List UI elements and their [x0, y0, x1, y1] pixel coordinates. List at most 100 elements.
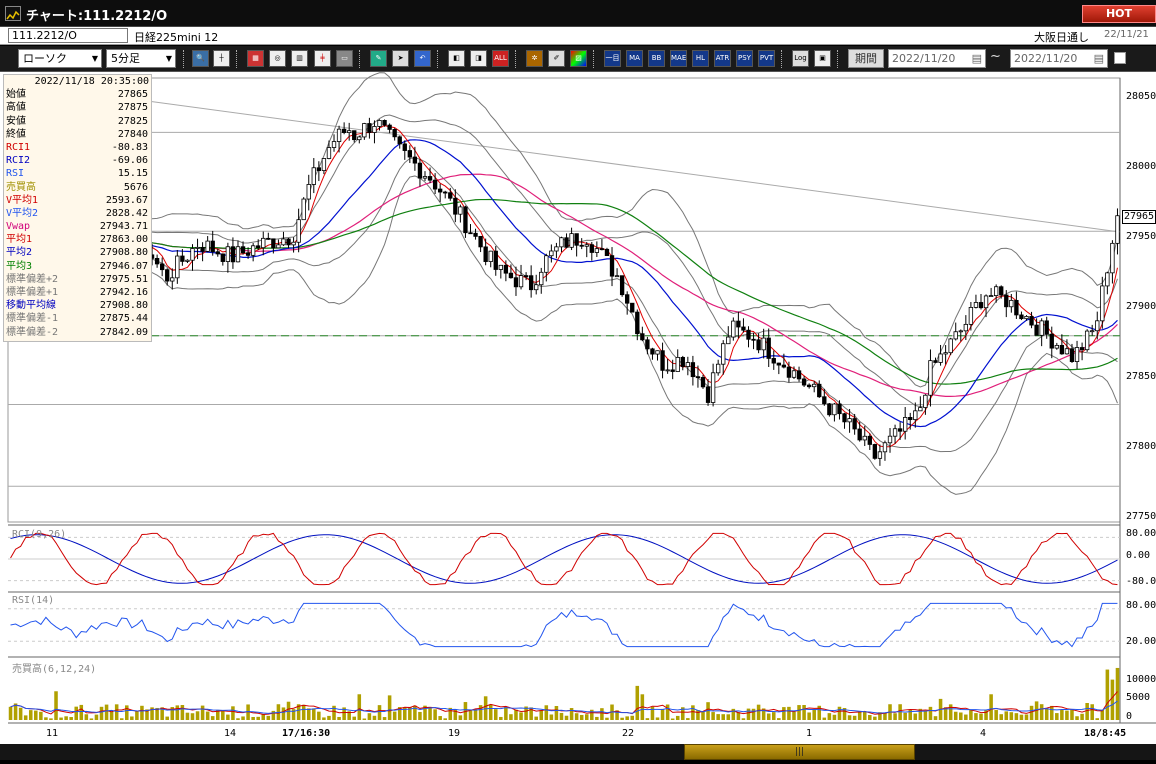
- chart-left-icon[interactable]: ◧: [448, 50, 465, 67]
- toolbar-separator: [437, 50, 440, 68]
- zoom-icon[interactable]: 🔍: [192, 50, 209, 67]
- volume-bar: [883, 712, 887, 720]
- volume-bar: [185, 712, 190, 720]
- volume-bar: [994, 710, 998, 720]
- volume-bar: [322, 717, 326, 720]
- volume-bar: [1024, 714, 1029, 720]
- candle-body: [832, 403, 837, 416]
- candle-body: [812, 383, 817, 388]
- tool-icon[interactable]: ✐: [548, 50, 565, 67]
- candle-body: [746, 329, 751, 340]
- all-button[interactable]: ALL: [492, 50, 509, 67]
- candle-body: [473, 232, 478, 237]
- chart-svg[interactable]: [0, 72, 1156, 760]
- data-row-label: 安値: [6, 115, 26, 127]
- symbol-field[interactable]: 111.2212/O: [8, 28, 128, 43]
- volume-tick: 5000: [1126, 692, 1151, 703]
- pvt-button[interactable]: PVT: [758, 50, 775, 67]
- volume-bar: [933, 716, 938, 720]
- data-row-value: 27942.16: [99, 287, 148, 299]
- volume-bar: [857, 711, 862, 720]
- volume-bar: [766, 713, 771, 720]
- candle-body: [988, 295, 994, 297]
- chart-scrollbar[interactable]: [0, 744, 1156, 760]
- calendar-icon[interactable]: ▤: [971, 52, 982, 65]
- hot-button[interactable]: HOT: [1082, 5, 1156, 23]
- ichimoku-icon[interactable]: 一目: [604, 50, 621, 67]
- volume-bar: [428, 706, 432, 720]
- chart-area[interactable]: [0, 72, 1156, 760]
- scrollbar-thumb[interactable]: |||: [684, 744, 915, 760]
- volume-bar: [812, 709, 816, 720]
- psy-button[interactable]: PSY: [736, 50, 753, 67]
- volume-bar: [478, 705, 483, 720]
- pencil-icon[interactable]: ✎: [370, 50, 387, 67]
- data-row: Vwap 27943.71: [6, 220, 149, 233]
- bar-chart-icon[interactable]: ▥: [291, 50, 308, 67]
- calendar-icon[interactable]: ▤: [1093, 52, 1104, 65]
- volume-bar: [306, 708, 311, 720]
- settings-icon[interactable]: ✲: [526, 50, 543, 67]
- date-to-field[interactable]: 2022/11/20 ▤: [1010, 49, 1108, 68]
- candle-body: [205, 240, 210, 252]
- ma-button[interactable]: MA: [626, 50, 643, 67]
- candle-body: [539, 271, 544, 286]
- volume-bar: [160, 707, 164, 720]
- data-row: 平均2 27908.80: [6, 246, 149, 259]
- export-icon[interactable]: ▣: [814, 50, 831, 67]
- atr-button[interactable]: ATR: [714, 50, 731, 67]
- period-button[interactable]: 期間: [848, 49, 884, 68]
- volume-tick: 0: [1126, 711, 1133, 722]
- volume-bar: [418, 711, 422, 720]
- volume-bar: [675, 715, 680, 720]
- volume-bar: [408, 706, 412, 720]
- candle-chart-icon[interactable]: ╪: [314, 50, 331, 67]
- volume-bar: [347, 711, 351, 720]
- rsi-label: RSI(14): [12, 595, 55, 606]
- candle-body: [271, 238, 276, 249]
- candle-body: [230, 246, 236, 263]
- volume-bar: [913, 713, 918, 720]
- candle-body: [377, 119, 382, 127]
- candle-body: [614, 275, 620, 278]
- data-row-value: 2828.42: [105, 207, 148, 219]
- color-icon[interactable]: ▨: [570, 50, 587, 67]
- mae-button[interactable]: MAE: [670, 50, 687, 67]
- chart-right-icon[interactable]: ◨: [470, 50, 487, 67]
- search-chart-icon[interactable]: ◎: [269, 50, 286, 67]
- candle-body: [827, 403, 832, 416]
- hl-button[interactable]: HL: [692, 50, 709, 67]
- period-checkbox[interactable]: [1114, 52, 1126, 64]
- price-tick: 27850: [1126, 371, 1156, 382]
- undo-icon[interactable]: ↶: [414, 50, 431, 67]
- volume-bar: [94, 714, 99, 720]
- volume-bar: [332, 705, 336, 720]
- disabled-icon[interactable]: ▭: [336, 50, 353, 67]
- candle-body: [715, 363, 721, 374]
- volume-bar: [756, 704, 761, 720]
- volume-bar: [317, 711, 321, 720]
- price-pane-frame: [7, 77, 1121, 523]
- cursor-icon[interactable]: ➤: [392, 50, 409, 67]
- chart-type-select[interactable]: ローソク ▼: [18, 49, 102, 68]
- volume-bar: [792, 711, 796, 720]
- candle-body: [448, 192, 453, 199]
- x-axis-label: 4: [980, 728, 987, 739]
- volume-bar: [1065, 710, 1069, 720]
- volume-bar: [155, 707, 159, 720]
- date-from-field[interactable]: 2022/11/20 ▤: [888, 49, 986, 68]
- candle-body: [240, 246, 246, 254]
- volume-bar: [170, 707, 175, 720]
- chart-print-icon[interactable]: ▦: [247, 50, 264, 67]
- bb-button[interactable]: BB: [648, 50, 665, 67]
- interval-select[interactable]: 5分足 ▼: [106, 49, 176, 68]
- rsi-line: [10, 602, 1118, 648]
- candle-body: [640, 333, 645, 341]
- candle-body: [978, 302, 984, 309]
- crosshair-icon[interactable]: ┼: [213, 50, 230, 67]
- candle-body: [928, 360, 933, 396]
- volume-bar: [650, 706, 655, 720]
- volume-bar: [554, 705, 559, 720]
- log-button[interactable]: Log: [792, 50, 809, 67]
- candle-body: [498, 264, 503, 270]
